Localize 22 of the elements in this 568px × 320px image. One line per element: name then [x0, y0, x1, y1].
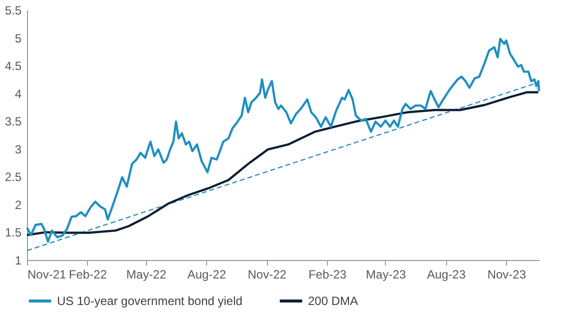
line-series: [26, 38, 540, 243]
x-tick-label: May-22: [126, 268, 167, 282]
x-tick-label: May-23: [366, 268, 406, 282]
x-tick-label: Feb-22: [68, 268, 108, 282]
y-tick-label: 3.5: [4, 114, 22, 129]
x-tick-label: Nov-23: [487, 268, 526, 282]
y-tick-label: 5.5: [4, 4, 22, 18]
y-tick-label: 2.5: [4, 170, 22, 184]
y-tick-label: 4.5: [4, 59, 22, 74]
y-tick-label: 4: [14, 86, 22, 101]
y-tick-label: 1.5: [4, 226, 22, 240]
x-tick-label: Feb-23: [308, 268, 347, 282]
x-tick-label: Aug-23: [426, 268, 466, 282]
legend-label: 200 DMA: [308, 294, 358, 308]
x-tick-label: Nov-21: [28, 268, 67, 282]
legend-label: US 10-year government bond yield: [57, 294, 242, 308]
x-tick-label: Nov-22: [248, 268, 287, 282]
y-tick-label: 1: [14, 254, 22, 268]
y-tick-label: 2: [14, 198, 22, 212]
y-tick-label: 5: [14, 31, 22, 46]
x-tick-label: Aug-22: [187, 268, 226, 282]
y-tick-label: 3: [14, 142, 22, 156]
